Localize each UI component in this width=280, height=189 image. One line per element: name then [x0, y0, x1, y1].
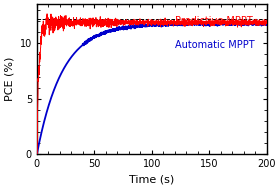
Y-axis label: PCE (%): PCE (%): [4, 57, 14, 101]
X-axis label: Time (s): Time (s): [129, 175, 174, 185]
Text: Automatic MPPT: Automatic MPPT: [175, 40, 254, 50]
Text: Predictive MPPT: Predictive MPPT: [175, 16, 253, 26]
